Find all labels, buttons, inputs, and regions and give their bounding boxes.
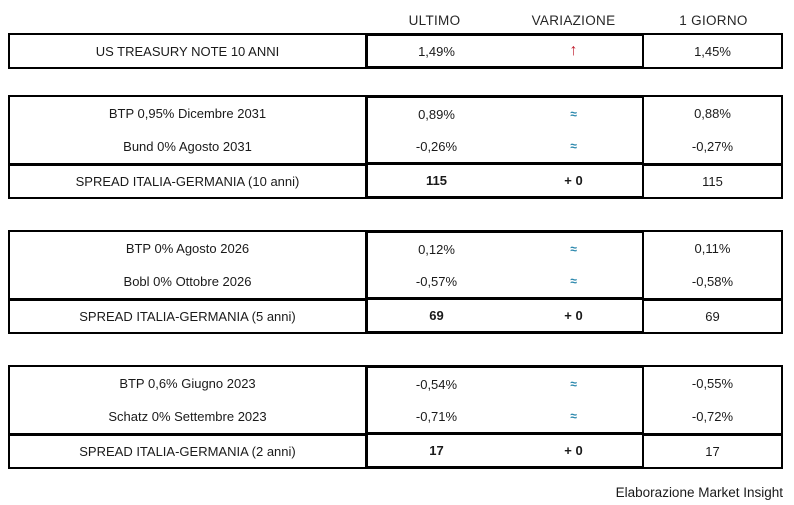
giorno-box: 0,11% -0,58% 69: [642, 230, 783, 334]
us-treasury-ultimo-variazione-box: 1,49% ↑: [365, 33, 645, 69]
bond-label: BTP 0,95% Dicembre 2031: [108, 106, 267, 121]
column-header-ultimo: ULTIMO: [408, 13, 461, 28]
column-header-variazione: VARIAZIONE: [531, 13, 616, 28]
ultimo-variazione-box: 0,89% ≈ -0,26% ≈ 115 + 0: [365, 95, 645, 199]
ultimo-value: 0,89%: [418, 106, 455, 122]
bond-label: Bobl 0% Ottobre 2026: [123, 274, 252, 289]
giorno-value: -0,55%: [691, 376, 734, 391]
approx-equal-icon: ≈: [570, 377, 577, 391]
giorno-box: 0,88% -0,27% 115: [642, 95, 783, 199]
spread-label: SPREAD ITALIA-GERMANIA (10 anni): [10, 163, 365, 197]
section-spread-2-anni: BTP 0,6% Giugno 2023 Schatz 0% Settembre…: [8, 365, 786, 469]
giorno-value: -0,27%: [691, 139, 734, 154]
spread-giorno-value: 69: [644, 298, 781, 332]
spread-ultimo-value: 115: [426, 173, 447, 188]
spread-ultimo-value: 17: [429, 443, 444, 458]
approx-equal-icon: ≈: [570, 409, 577, 423]
up-arrow-icon: ↑: [569, 42, 578, 59]
spread-variazione-value: + 0: [564, 173, 583, 188]
us-treasury-1giorno-box: 1,45%: [642, 33, 783, 69]
source-credit: Elaborazione Market Insight: [615, 485, 783, 500]
spread-giorno-value: 17: [644, 433, 781, 467]
section-spread-10-anni: BTP 0,95% Dicembre 2031 Bund 0% Agosto 2…: [8, 95, 786, 199]
giorno-value: 0,11%: [694, 241, 731, 256]
ultimo-variazione-box: 0,12% ≈ -0,57% ≈ 69 + 0: [365, 230, 645, 334]
bond-label: US TREASURY NOTE 10 ANNI: [95, 43, 280, 59]
spread-label: SPREAD ITALIA-GERMANIA (5 anni): [10, 298, 365, 332]
ultimo-value: -0,71%: [415, 408, 458, 424]
giorno-value: -0,72%: [691, 409, 734, 424]
spread-label: SPREAD ITALIA-GERMANIA (2 anni): [10, 433, 365, 467]
bond-label: Bund 0% Agosto 2031: [123, 139, 252, 154]
spread-ultimo-value: 69: [429, 308, 444, 323]
bond-label: BTP 0% Agosto 2026: [125, 241, 250, 256]
column-header-1giorno: 1 GIORNO: [679, 13, 748, 28]
approx-equal-icon: ≈: [570, 107, 577, 121]
giorno-value: 1,45%: [694, 43, 731, 59]
ultimo-value: -0,57%: [415, 273, 458, 289]
ultimo-value: -0,54%: [415, 376, 458, 392]
giorno-value: -0,58%: [691, 274, 734, 289]
spread-variazione-value: + 0: [564, 443, 583, 458]
column-headers: ULTIMO VARIAZIONE 1 GIORNO: [8, 8, 786, 33]
labels-box: BTP 0,6% Giugno 2023 Schatz 0% Settembre…: [8, 365, 367, 469]
bond-label: BTP 0,6% Giugno 2023: [119, 376, 256, 391]
approx-equal-icon: ≈: [570, 242, 577, 256]
spread-variazione-value: + 0: [564, 308, 583, 323]
section-spread-5-anni: BTP 0% Agosto 2026 Bobl 0% Ottobre 2026 …: [8, 230, 786, 334]
giorno-value: 0,88%: [694, 106, 731, 121]
ultimo-value: 0,12%: [418, 241, 455, 257]
approx-equal-icon: ≈: [570, 139, 577, 153]
labels-box: BTP 0,95% Dicembre 2031 Bund 0% Agosto 2…: [8, 95, 367, 199]
labels-box: BTP 0% Agosto 2026 Bobl 0% Ottobre 2026 …: [8, 230, 367, 334]
spread-giorno-value: 115: [644, 163, 781, 197]
us-treasury-row: US TREASURY NOTE 10 ANNI 1,49% ↑ 1,45%: [8, 33, 786, 69]
ultimo-variazione-box: -0,54% ≈ -0,71% ≈ 17 + 0: [365, 365, 645, 469]
ultimo-value: -0,26%: [415, 138, 458, 154]
approx-equal-icon: ≈: [570, 274, 577, 288]
us-treasury-label-box: US TREASURY NOTE 10 ANNI: [8, 33, 367, 69]
ultimo-value: 1,49%: [418, 43, 455, 59]
giorno-box: -0,55% -0,72% 17: [642, 365, 783, 469]
bond-label: Schatz 0% Settembre 2023: [108, 409, 267, 424]
